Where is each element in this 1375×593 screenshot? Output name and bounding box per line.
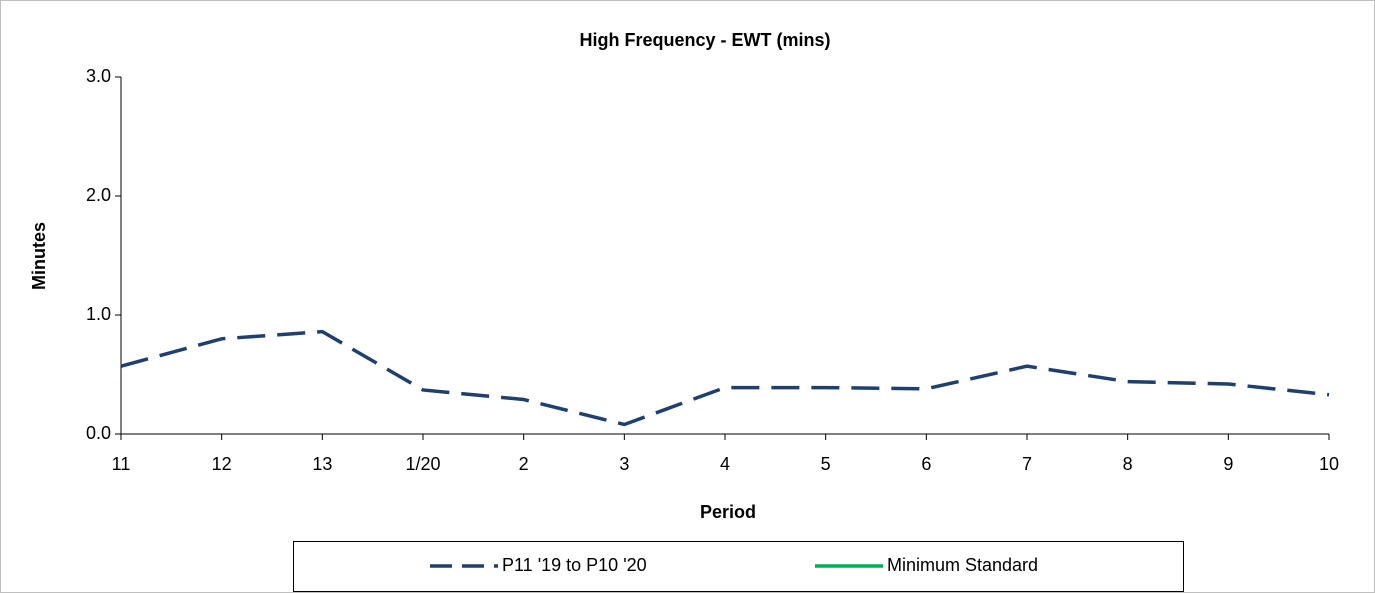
x-tick-label: 8 (1123, 454, 1133, 474)
x-tick-label: 4 (720, 454, 730, 474)
chart-title: High Frequency - EWT (mins) (579, 30, 830, 50)
y-tick-label: 1.0 (86, 304, 111, 324)
x-tick-label: 10 (1319, 454, 1339, 474)
x-tick-label: 7 (1022, 454, 1032, 474)
x-tick-label: 2 (519, 454, 529, 474)
x-axis-label: Period (700, 502, 756, 522)
legend-box (293, 541, 1184, 592)
legend-label: P11 '19 to P10 '20 (502, 555, 647, 575)
x-tick-label: 9 (1223, 454, 1233, 474)
y-tick-label: 3.0 (86, 66, 111, 86)
x-tick-label: 1/20 (405, 454, 440, 474)
x-tick-label: 12 (212, 454, 232, 474)
x-tick-label: 3 (619, 454, 629, 474)
y-axis-label: Minutes (29, 222, 49, 290)
data-line (120, 329, 1330, 427)
y-tick-label: 2.0 (86, 185, 111, 205)
x-tick-label: 13 (312, 454, 332, 474)
legend-label: Minimum Standard (887, 555, 1038, 575)
x-tick-label: 11 (112, 454, 131, 474)
y-tick-label: 0.0 (86, 423, 111, 443)
x-tick-label: 6 (921, 454, 931, 474)
x-tick-label: 5 (821, 454, 831, 474)
